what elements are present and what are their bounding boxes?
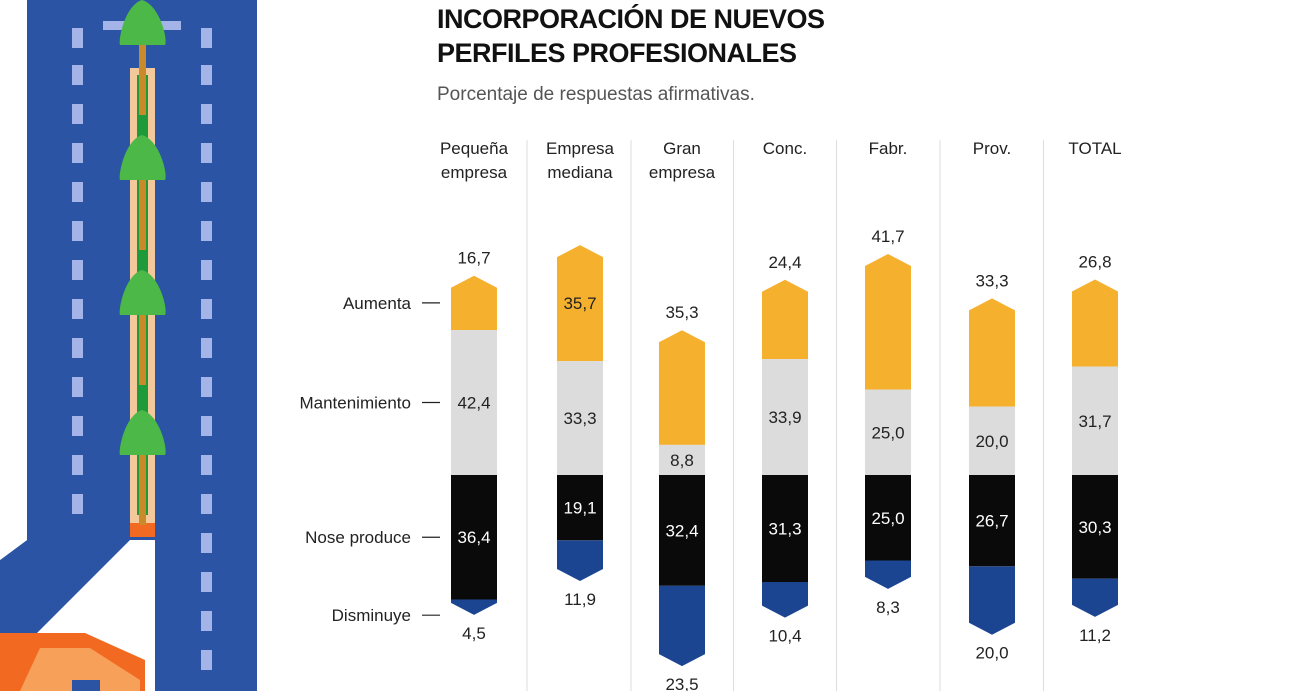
category-label: Conc. [763,139,807,158]
category-label: TOTAL [1068,139,1121,158]
category-label: Pequeña [440,139,509,158]
label-aumenta: 35,7 [563,294,596,313]
label-aumenta: 16,7 [457,249,490,268]
bar-nose-produce [762,475,808,583]
label-mantenimiento: 33,3 [563,409,596,428]
category-label: Prov. [973,139,1011,158]
bar-nose-produce [659,475,705,586]
bar-disminuye [659,585,705,667]
bar-nose-produce [865,475,911,561]
label-nose-produce: 26,7 [975,512,1008,531]
bar-aumenta [451,275,497,330]
label-mantenimiento: 42,4 [457,393,490,412]
chart-title: INCORPORACIÓN DE NUEVOS PERFILES PROFESI… [437,4,825,68]
bar-mantenimiento [969,406,1015,475]
bar-aumenta [865,254,911,390]
label-aumenta: 35,3 [665,303,698,322]
label-disminuye: 20,0 [975,644,1008,663]
bar-nose-produce [557,475,603,541]
bar-mantenimiento [1072,366,1118,475]
bar-disminuye [762,582,808,618]
category-label: Empresa [546,139,615,158]
label-aumenta: 24,4 [768,253,801,272]
category-label: mediana [547,163,613,182]
label-disminuye: 8,3 [876,598,900,617]
bar-disminuye [451,599,497,615]
category-label: Fabr. [869,139,908,158]
label-disminuye: 4,5 [462,624,486,643]
label-mantenimiento: 31,7 [1078,412,1111,431]
legend-label: Disminuye [332,606,411,625]
bar-aumenta [557,245,603,362]
bar-mantenimiento [762,359,808,475]
tree-icon [119,0,166,45]
bar-nose-produce [969,475,1015,567]
category-label: Gran [663,139,701,158]
bar-aumenta [659,330,705,445]
category-label: empresa [441,163,508,182]
label-mantenimiento: 8,8 [670,451,694,470]
label-mantenimiento: 20,0 [975,432,1008,451]
bar-disminuye [557,540,603,582]
label-disminuye: 11,2 [1079,626,1111,645]
bar-disminuye [1072,578,1118,617]
tree-icon [119,270,166,315]
label-nose-produce: 25,0 [871,509,904,528]
bar-mantenimiento [659,444,705,475]
bar-mantenimiento [865,389,911,475]
bar-disminuye [969,566,1015,635]
legend-label: Mantenimiento [299,393,411,412]
label-nose-produce: 32,4 [665,521,698,540]
label-nose-produce: 30,3 [1078,518,1111,537]
label-nose-produce: 36,4 [457,528,490,547]
label-disminuye: 11,9 [564,590,596,609]
label-disminuye: 10,4 [768,627,801,646]
bar-aumenta [762,279,808,360]
bar-mantenimiento [451,329,497,475]
label-disminuye: 23,5 [665,675,698,691]
bar-nose-produce [451,475,497,600]
label-aumenta: 26,8 [1078,253,1111,272]
category-label: empresa [649,163,716,182]
label-nose-produce: 31,3 [768,520,801,539]
label-mantenimiento: 25,0 [871,423,904,442]
bar-aumenta [969,298,1015,407]
legend-label: Aumenta [343,294,412,313]
tree-icon [119,410,166,455]
bar-aumenta [1072,279,1118,367]
tree-icon [119,135,166,180]
bar-disminuye [865,560,911,589]
bar-mantenimiento [557,361,603,475]
label-aumenta: 33,3 [975,271,1008,290]
label-mantenimiento: 33,9 [768,408,801,427]
bar-nose-produce [1072,475,1118,579]
label-nose-produce: 19,1 [563,499,596,518]
label-aumenta: 41,7 [871,227,904,246]
legend-label: Nose produce [305,528,411,547]
chart-subtitle: Porcentaje de respuestas afirmativas. [437,84,755,105]
road-illustration [0,0,257,691]
